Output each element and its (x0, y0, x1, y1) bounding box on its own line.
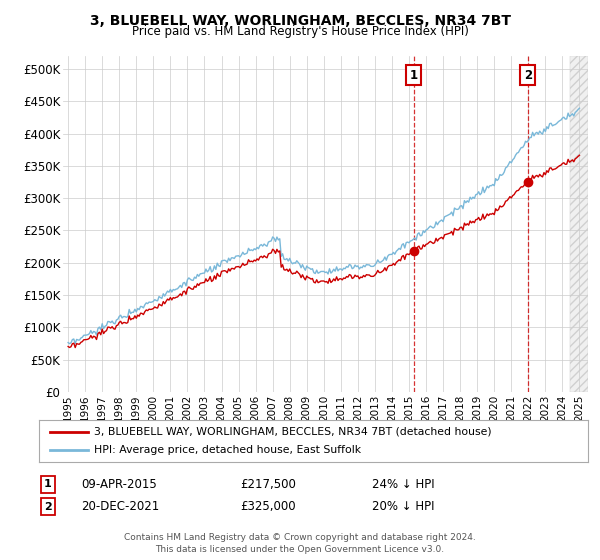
Text: £217,500: £217,500 (240, 478, 296, 491)
Bar (569, 56, 588, 392)
Text: 20% ↓ HPI: 20% ↓ HPI (372, 500, 434, 514)
Text: 3, BLUEBELL WAY, WORLINGHAM, BECCLES, NR34 7BT (detached house): 3, BLUEBELL WAY, WORLINGHAM, BECCLES, NR… (94, 427, 491, 437)
Bar (569, 56, 588, 392)
Text: 09-APR-2015: 09-APR-2015 (81, 478, 157, 491)
Text: 20-DEC-2021: 20-DEC-2021 (81, 500, 159, 514)
Text: HPI: Average price, detached house, East Suffolk: HPI: Average price, detached house, East… (94, 445, 361, 455)
Text: 2: 2 (44, 502, 52, 512)
Text: Contains HM Land Registry data © Crown copyright and database right 2024.
This d: Contains HM Land Registry data © Crown c… (124, 533, 476, 554)
Text: 24% ↓ HPI: 24% ↓ HPI (372, 478, 434, 491)
Text: 3, BLUEBELL WAY, WORLINGHAM, BECCLES, NR34 7BT: 3, BLUEBELL WAY, WORLINGHAM, BECCLES, NR… (89, 14, 511, 28)
Text: 1: 1 (44, 479, 52, 489)
Text: 2: 2 (524, 69, 532, 82)
Text: £325,000: £325,000 (240, 500, 296, 514)
Text: Price paid vs. HM Land Registry's House Price Index (HPI): Price paid vs. HM Land Registry's House … (131, 25, 469, 38)
Text: 1: 1 (410, 69, 418, 82)
